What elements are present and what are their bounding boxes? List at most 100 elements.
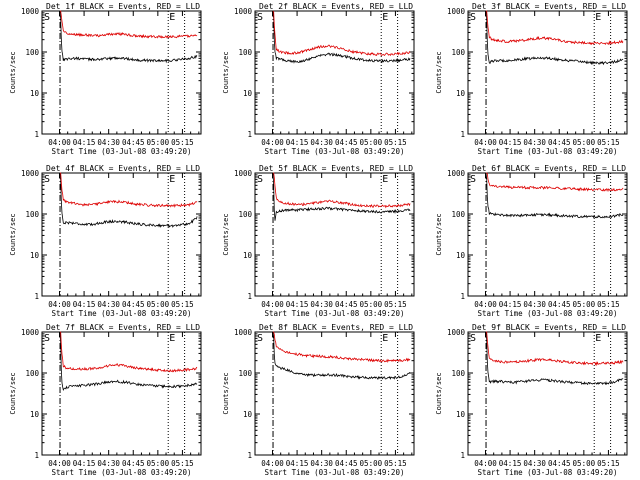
x-tick-label: 05:00 [573,138,596,147]
x-tick-label: 04:15 [499,300,522,309]
x-tick-label: 04:15 [286,138,309,147]
panel-title: Det 2f BLACK = Events, RED = LLD [259,2,413,11]
x-tick-label: 05:00 [147,459,170,468]
y-tick-label: 100 [451,48,465,57]
x-tick-label: 04:30 [523,300,546,309]
x-tick-label: 04:00 [48,300,71,309]
x-tick-label: 04:30 [97,300,120,309]
x-axis-title: Start Time (03-Jul-08 03:49:20) [265,147,405,156]
x-tick-label: 04:45 [122,300,145,309]
start-marker-label: S [470,12,476,23]
y-tick-label: 100 [25,48,39,57]
x-tick-label: 04:45 [122,138,145,147]
panel-title: Det 3f BLACK = Events, RED = LLD [472,2,626,11]
y-axis-title: Counts/sec [9,213,17,255]
x-tick-label: 04:45 [548,459,571,468]
series-line-lld [273,172,411,209]
y-tick-label: 1000 [234,169,253,178]
x-axis-title: Start Time (03-Jul-08 03:49:20) [265,309,405,318]
x-axis-title: Start Time (03-Jul-08 03:49:20) [52,468,192,477]
y-tick-label: 1000 [447,7,466,16]
x-tick-label: 05:00 [573,300,596,309]
x-tick-label: 04:00 [474,300,497,309]
end-marker-label: E [382,12,388,23]
end-marker-label: E [169,333,175,344]
series-line-events [485,10,624,66]
y-tick-label: 1000 [234,7,253,16]
x-tick-label: 04:15 [499,138,522,147]
y-tick-label: 100 [238,369,252,378]
x-tick-label: 04:15 [73,300,96,309]
plot-frame [467,331,628,456]
end-marker-label: E [382,333,388,344]
start-marker-label: S [257,174,263,185]
end-marker-label: E [595,174,601,185]
y-axis-title: Counts/sec [9,372,17,414]
series-line-lld [60,10,198,39]
y-tick-label: 1000 [234,328,253,337]
panel-title: Det 7f BLACK = Events, RED = LLD [46,323,200,332]
x-tick-label: 05:00 [573,459,596,468]
detector-panel-1: Det 1f BLACK = Events, RED = LLD 1 10 100 10… [9,2,202,156]
x-tick-label: 05:00 [147,300,170,309]
y-tick-label: 100 [238,210,252,219]
series-line-lld [486,331,624,367]
plot-frame [467,10,628,135]
y-axis-title: Counts/sec [435,213,443,255]
series-line-lld [273,331,411,364]
y-tick-label: 1 [460,130,465,139]
x-axis-title: Start Time (03-Jul-08 03:49:20) [52,147,192,156]
y-tick-label: 100 [451,369,465,378]
y-tick-label: 10 [456,410,466,419]
y-tick-label: 1000 [21,169,40,178]
end-marker-label: E [169,174,175,185]
y-tick-label: 10 [243,251,253,260]
x-axis-title: Start Time (03-Jul-08 03:49:20) [478,468,618,477]
plot-frame [254,331,415,456]
y-axis-title: Counts/sec [435,51,443,93]
y-axis-title: Counts/sec [9,51,17,93]
series-line-events [272,331,411,381]
plot-frame [254,172,415,297]
x-tick-label: 04:30 [310,138,333,147]
panel-title: Det 6f BLACK = Events, RED = LLD [472,164,626,173]
y-tick-label: 10 [30,251,40,260]
y-tick-label: 1000 [447,169,466,178]
x-tick-label: 04:00 [474,138,497,147]
panel-title: Det 8f BLACK = Events, RED = LLD [259,323,413,332]
x-tick-label: 04:00 [261,138,284,147]
series-line-lld [59,331,198,373]
x-tick-label: 04:00 [48,459,71,468]
series-line-lld [486,172,624,193]
x-tick-label: 04:15 [499,459,522,468]
start-marker-label: S [470,333,476,344]
y-tick-label: 1 [247,130,252,139]
y-tick-label: 1 [34,292,39,301]
x-tick-label: 04:00 [261,459,284,468]
x-tick-label: 04:45 [548,300,571,309]
x-tick-label: 04:30 [97,138,120,147]
start-marker-label: S [257,333,263,344]
x-tick-label: 05:15 [384,300,407,309]
panel-title: Det 9f BLACK = Events, RED = LLD [472,323,626,332]
x-tick-label: 04:15 [286,300,309,309]
y-axis-title: Counts/sec [222,51,230,93]
x-tick-label: 04:30 [97,459,120,468]
y-axis-title: Counts/sec [222,213,230,255]
y-tick-label: 1000 [447,328,466,337]
end-marker-label: E [382,174,388,185]
series-line-lld [486,10,624,46]
detector-panel-8: Det 8f BLACK = Events, RED = LLD 1 10 100 10… [222,323,415,477]
x-tick-label: 04:45 [335,138,358,147]
y-tick-label: 10 [243,410,253,419]
y-tick-label: 1 [34,130,39,139]
y-tick-label: 1 [34,451,39,460]
x-tick-label: 04:45 [122,459,145,468]
end-marker-label: E [595,12,601,23]
x-tick-label: 04:45 [335,300,358,309]
x-axis-title: Start Time (03-Jul-08 03:49:20) [478,309,618,318]
series-line-events [59,10,198,64]
x-tick-label: 05:00 [360,138,383,147]
y-axis-title: Counts/sec [435,372,443,414]
y-tick-label: 10 [30,410,40,419]
